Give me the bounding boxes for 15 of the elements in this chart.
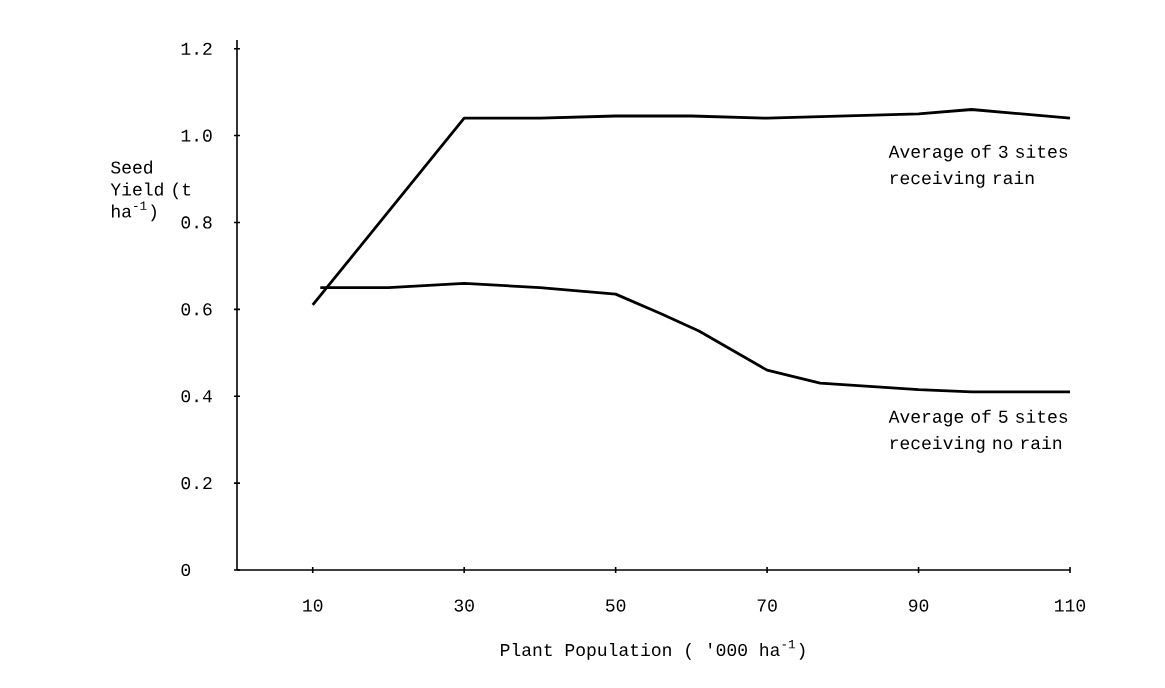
series-label: Average of 3 sites receiving rain — [888, 144, 1068, 188]
x-tick-label: 70 — [757, 599, 777, 612]
x-tick-label: 10 — [303, 599, 323, 612]
x-tick-label: 110 — [1055, 599, 1086, 612]
y-tick-label: 1.0 — [181, 129, 212, 142]
x-tick-label: 90 — [909, 599, 929, 612]
y-tick-label: 0 — [181, 563, 191, 577]
y-tick-label: 1.2 — [181, 42, 212, 55]
x-axis-title: Plant Population ( '000 ha$^{-1}$) — [501, 640, 805, 660]
series-label: Average of 5 sites receiving no rain — [888, 409, 1068, 453]
y-tick-label: 0.4 — [181, 390, 212, 403]
y-tick-label: 0.2 — [181, 477, 212, 490]
y-tick-label: 0.6 — [181, 303, 212, 316]
x-tick-label: 50 — [605, 599, 626, 612]
x-tick-label: 30 — [454, 599, 474, 612]
